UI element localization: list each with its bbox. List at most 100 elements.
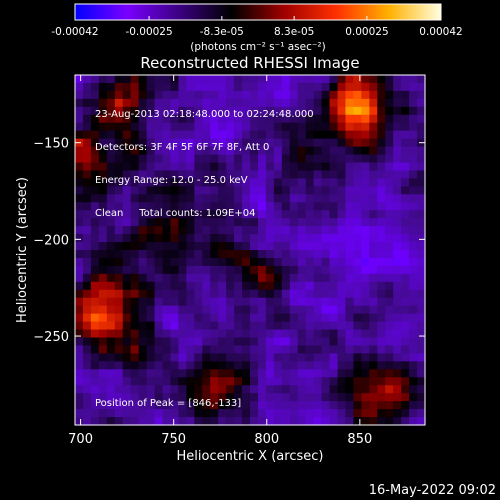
heatmap-cell [114, 417, 124, 426]
heatmap-cell [353, 178, 362, 187]
heatmap-cell [385, 417, 394, 426]
heatmap-cell [313, 281, 323, 291]
heatmap-cell [417, 146, 426, 156]
heatmap-cell [353, 393, 362, 402]
heatmap-cell [353, 194, 362, 203]
heatmap-cell [186, 154, 195, 164]
heatmap-cell [138, 417, 148, 426]
heatmap-cell [329, 162, 339, 172]
heatmap-cell [313, 162, 323, 172]
heatmap-cell [377, 297, 386, 307]
heatmap-cell [345, 146, 354, 156]
heatmap-cell [106, 281, 116, 291]
heatmap-cell [409, 385, 418, 394]
heatmap-cell [130, 186, 140, 195]
heatmap-cell [178, 409, 187, 418]
heatmap-cell [321, 369, 331, 378]
heatmap-cell [82, 345, 92, 354]
heatmap-cell [321, 122, 331, 132]
heatmap-cell [90, 393, 100, 402]
heatmap-cell [337, 321, 347, 331]
heatmap-cell [281, 170, 291, 179]
heatmap-cell [257, 257, 267, 267]
heatmap-cell [337, 305, 347, 315]
heatmap-cell [250, 369, 259, 378]
heatmap-cell [162, 401, 172, 410]
heatmap-cell [186, 210, 195, 219]
heatmap-cell [393, 234, 402, 243]
heatmap-cell [75, 289, 84, 299]
heatmap-cell [234, 202, 243, 211]
heatmap-cell [130, 178, 140, 187]
heatmap-cell [401, 257, 410, 267]
heatmap-cell [82, 361, 92, 370]
x-axis-label: Heliocentric X (arcsec) [177, 449, 324, 464]
heatmap-cell [154, 162, 164, 172]
heatmap-cell [329, 417, 339, 426]
heatmap-cell [337, 138, 347, 148]
heatmap-cell [361, 393, 370, 402]
heatmap-cell [75, 337, 84, 347]
heatmap-cell [98, 297, 108, 307]
heatmap-cell [313, 226, 323, 235]
heatmap-cell [82, 377, 92, 386]
heatmap-cell [210, 417, 219, 426]
heatmap-cell [361, 202, 370, 211]
heatmap-cell [265, 409, 275, 418]
heatmap-cell [329, 82, 339, 92]
heatmap-cell [154, 353, 164, 362]
heatmap-cell [305, 162, 315, 172]
heatmap-cell [178, 186, 187, 195]
heatmap-cell [82, 226, 92, 235]
heatmap-cell [98, 321, 108, 331]
heatmap-cell [417, 329, 426, 339]
heatmap-cell [138, 377, 148, 386]
heatmap-cell [273, 226, 283, 235]
heatmap-cell [210, 385, 219, 394]
heatmap-cell [273, 401, 283, 410]
heatmap-cell [393, 75, 402, 84]
heatmap-cell [305, 409, 315, 418]
heatmap-cell [353, 202, 362, 211]
heatmap-cell [321, 353, 331, 362]
heatmap-cell [385, 186, 394, 195]
heatmap-cell [313, 146, 323, 156]
heatmap-cell [178, 170, 187, 179]
heatmap-cell [90, 75, 100, 84]
heatmap-cell [417, 122, 426, 132]
heatmap-cell [345, 417, 354, 426]
heatmap-cell [385, 226, 394, 235]
heatmap-cell [273, 146, 283, 156]
heatmap-cell [401, 202, 410, 211]
heatmap-cell [409, 313, 418, 323]
heatmap-cell [273, 186, 283, 195]
heatmap-cell [250, 138, 259, 148]
heatmap-cell [297, 369, 307, 378]
heatmap-cell [75, 82, 84, 92]
heatmap-cell [146, 377, 156, 386]
heatmap-cell [98, 146, 108, 156]
heatmap-cell [146, 321, 156, 331]
heatmap-cell [138, 210, 148, 219]
heatmap-cell [281, 305, 291, 315]
heatmap-cell [353, 242, 362, 251]
heatmap-cell [162, 337, 172, 347]
heatmap-cell [122, 329, 132, 339]
heatmap-cell [75, 234, 84, 243]
heatmap-cell [170, 154, 179, 164]
heatmap-cell [305, 273, 315, 283]
heatmap-cell [289, 361, 299, 370]
heatmap-cell [289, 409, 299, 418]
heatmap-cell [369, 250, 378, 259]
heatmap-cell [234, 154, 243, 164]
heatmap-cell [218, 210, 227, 219]
y-axis-label: Heliocentric Y (arcsec) [15, 177, 30, 323]
heatmap-cell [337, 218, 347, 227]
heatmap-cell [162, 313, 172, 323]
heatmap-cell [242, 154, 251, 164]
heatmap-cell [98, 377, 108, 386]
heatmap-cell [273, 417, 283, 426]
heatmap-cell [130, 273, 140, 283]
heatmap-cell [194, 265, 203, 275]
heatmap-cell [162, 98, 172, 108]
